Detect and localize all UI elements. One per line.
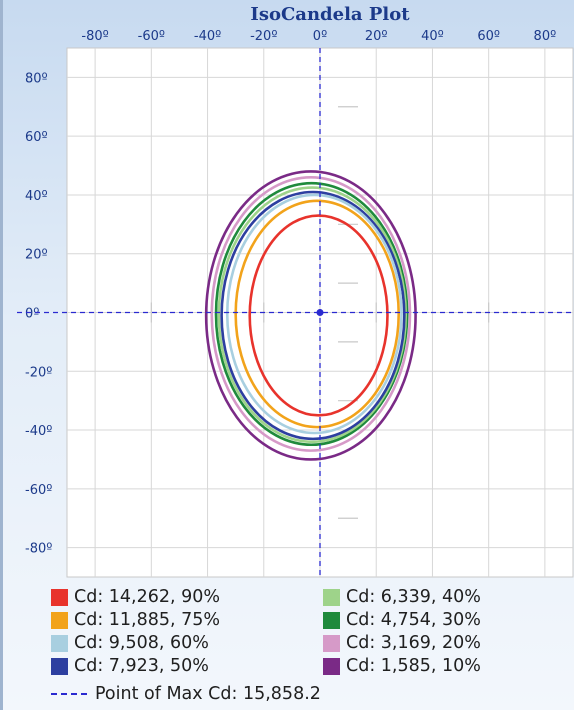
y-tick-label: -80º bbox=[25, 542, 52, 557]
legend-label: Cd: 11,885, 75% bbox=[74, 610, 221, 630]
x-tick-label: -40º bbox=[194, 29, 221, 44]
isocandela-contour bbox=[204, 170, 417, 461]
legend-max-point: Point of Max Cd: 15,858.2 bbox=[51, 684, 321, 704]
legend-label: Cd: 3,169, 20% bbox=[346, 633, 481, 653]
y-tick-label: 40º bbox=[25, 189, 48, 204]
legend-label: Cd: 1,585, 10% bbox=[346, 656, 481, 676]
legend: Cd: 14,262, 90% Cd: 11,885, 75% Cd: 9,50… bbox=[49, 582, 569, 706]
isocandela-contour bbox=[220, 190, 406, 441]
legend-swatch-purple bbox=[323, 657, 340, 675]
x-tick-label: 0º bbox=[313, 29, 327, 44]
legend-item: Cd: 3,169, 20% bbox=[323, 632, 481, 654]
legend-item: Cd: 7,923, 50% bbox=[51, 655, 209, 677]
legend-swatch-pink bbox=[323, 634, 340, 652]
max-point-marker bbox=[316, 309, 324, 316]
legend-label: Cd: 4,754, 30% bbox=[346, 610, 481, 630]
isocandela-contour bbox=[214, 181, 409, 447]
x-tick-label: -60º bbox=[138, 29, 165, 44]
legend-item: Cd: 1,585, 10% bbox=[323, 655, 481, 677]
legend-item: Cd: 4,754, 30% bbox=[323, 609, 481, 631]
y-tick-label: 60º bbox=[25, 130, 48, 145]
legend-label: Cd: 7,923, 50% bbox=[74, 656, 209, 676]
legend-swatch-lightblue bbox=[51, 634, 68, 652]
y-tick-label: 0º bbox=[25, 307, 39, 322]
isocandela-contour bbox=[234, 199, 401, 429]
legend-item: Cd: 9,508, 60% bbox=[51, 632, 209, 654]
legend-swatch-blue bbox=[51, 657, 68, 675]
x-tick-label: 40º bbox=[421, 29, 444, 44]
y-tick-label: 20º bbox=[25, 248, 48, 263]
legend-swatch-orange bbox=[51, 611, 68, 629]
y-tick-label: -60º bbox=[25, 483, 52, 498]
isocandela-contour bbox=[248, 214, 389, 417]
isocandela-contour bbox=[217, 186, 408, 444]
legend-label: Cd: 14,262, 90% bbox=[74, 587, 221, 607]
legend-label: Cd: 9,508, 60% bbox=[74, 633, 209, 653]
legend-label: Cd: 6,339, 40% bbox=[346, 587, 481, 607]
chart-title: IsoCandela Plot bbox=[250, 4, 410, 25]
legend-swatch-red bbox=[51, 588, 68, 606]
isocandela-chart: IsoCandela Plot -80º -60º -40º -20º 0º 20º 40º 6… bbox=[17, 4, 574, 578]
x-tick-label: 60º bbox=[477, 29, 500, 44]
x-tick-label: 80º bbox=[534, 29, 557, 44]
x-tick-label: 20º bbox=[365, 29, 388, 44]
legend-swatch-green bbox=[323, 611, 340, 629]
legend-item: Cd: 11,885, 75% bbox=[51, 609, 220, 631]
isocandela-contour bbox=[210, 176, 412, 452]
legend-swatch-lightgreen bbox=[323, 588, 340, 606]
y-tick-label: -20º bbox=[25, 365, 52, 380]
x-tick-label: -20º bbox=[250, 29, 277, 44]
dashed-line-icon bbox=[51, 693, 87, 695]
isocandela-contour bbox=[225, 193, 403, 435]
y-tick-label: -40º bbox=[25, 424, 52, 439]
x-tick-label: -80º bbox=[81, 29, 108, 44]
y-tick-label: 80º bbox=[25, 71, 48, 86]
legend-max-label: Point of Max Cd: 15,858.2 bbox=[95, 684, 321, 704]
legend-item: Cd: 6,339, 40% bbox=[323, 586, 481, 608]
legend-item: Cd: 14,262, 90% bbox=[51, 586, 220, 608]
